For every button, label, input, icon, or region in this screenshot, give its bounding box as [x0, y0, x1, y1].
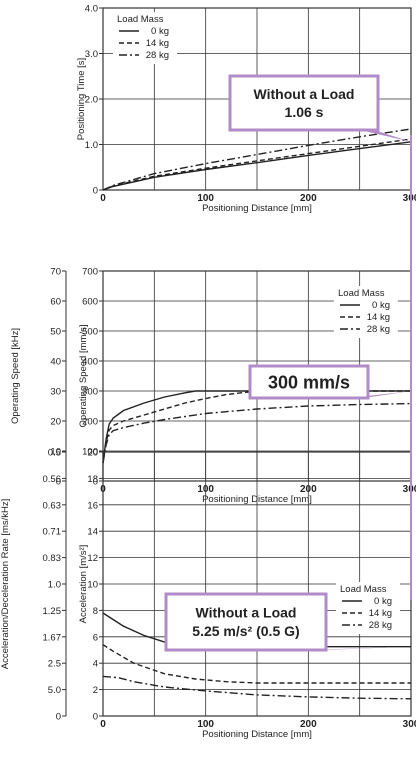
series-line-28-kg	[102, 128, 412, 191]
y2-tick-label: 50	[50, 327, 61, 338]
legend-title: Load Mass	[340, 584, 387, 595]
legend-title: Load Mass	[338, 288, 385, 299]
callout-box	[228, 74, 380, 132]
y2-tick-label: 10	[50, 447, 61, 458]
y2-tick-label: 0	[56, 712, 61, 723]
x-tick-label: 100	[197, 193, 214, 204]
legend-entry-label: 28 kg	[146, 50, 169, 61]
y-tick-label: 300	[82, 387, 98, 398]
y-axis-label: Acceleration [m/s²]	[78, 545, 89, 624]
y-axis-label: Operating Speed [mm/s]	[78, 325, 89, 428]
callout: Without a Load 1.06 s	[228, 74, 411, 142]
legend-entry-label: 0 kg	[372, 300, 390, 311]
callout-pointer	[360, 130, 411, 142]
y-tick-label: 2	[93, 685, 98, 696]
y2-tick-label: 60	[50, 297, 61, 308]
callout-text: Without a Load	[196, 605, 297, 621]
callout-text: 5.25 m/s² (0.5 G)	[192, 623, 299, 639]
y-tick-label: 12	[87, 553, 98, 564]
legend-entry-label: 14 kg	[146, 38, 169, 49]
callout-text: Without a Load	[254, 86, 355, 102]
x-tick-label: 200	[300, 719, 317, 730]
y-tick-label: 8	[93, 606, 98, 617]
y2-tick-label: 0.5	[48, 448, 61, 459]
y-tick-label: 3.0	[85, 49, 98, 60]
legend-title: Load Mass	[117, 14, 164, 25]
y2-tick-label: 0.71	[43, 527, 62, 538]
callout-box	[164, 592, 328, 652]
y-tick-label: 6	[93, 632, 98, 643]
y2-axis-label: Operating Speed [kHz]	[10, 328, 21, 424]
legend-entry-label: 0 kg	[374, 596, 392, 607]
series-line-14-kg	[102, 644, 411, 684]
y2-tick-label: 0.56	[43, 474, 62, 485]
callout-box	[248, 364, 370, 400]
y2-tick-label: 0	[56, 477, 61, 488]
y-tick-label: 0	[93, 712, 98, 723]
chart-3: 0100200300Positioning Distance [mm]02468…	[0, 448, 416, 741]
series-line-28-kg	[102, 402, 412, 464]
y-tick-label: 0	[93, 186, 98, 197]
y-tick-label: 18	[87, 474, 98, 485]
series-line-14-kg	[102, 138, 412, 191]
y-tick-label: 200	[82, 417, 98, 428]
y2-tick-label: 1.0	[48, 580, 61, 591]
x-axis-label: Positioning Distance [mm]	[202, 203, 312, 214]
x-tick-label: 0	[100, 719, 106, 730]
y-tick-label: 1.0	[85, 140, 98, 151]
series-line-28-kg	[102, 675, 412, 700]
callout: Without a Load 5.25 m/s² (0.5 G)	[164, 592, 411, 652]
legend-entry-label: 0 kg	[151, 26, 169, 37]
x-tick-label: 100	[197, 719, 214, 730]
y-tick-label: 400	[82, 357, 98, 368]
y2-tick-label: 0.63	[43, 500, 62, 511]
y-tick-label: 100	[82, 447, 98, 458]
y2-tick-label: 1.67	[43, 632, 62, 643]
legend-entry-label: 14 kg	[369, 608, 392, 619]
y-tick-label: 4	[93, 659, 98, 670]
y-tick-label: 10	[87, 580, 98, 591]
callout-text: 1.06 s	[285, 104, 324, 120]
y2-tick-label: 20	[50, 417, 61, 428]
y-tick-label: 20	[87, 448, 98, 459]
callout: 300 mm/s	[248, 364, 411, 400]
chart-2: 0100200300Positioning Distance [mm]01002…	[10, 267, 416, 506]
y2-tick-label: 70	[50, 267, 61, 278]
legend-entry-label: 28 kg	[367, 324, 390, 335]
x-tick-label: 200	[300, 193, 317, 204]
x-tick-label: 300	[403, 193, 416, 204]
legend-entry-label: 14 kg	[367, 312, 390, 323]
y-axis-label: Positioning Time [s]	[76, 58, 87, 140]
y-tick-label: 14	[87, 527, 98, 538]
y2-tick-label: 30	[50, 387, 61, 398]
y-tick-label: 4.0	[85, 4, 98, 15]
x-axis-label: Positioning Distance [mm]	[202, 729, 312, 740]
callout-text: 300 mm/s	[268, 372, 350, 392]
y2-tick-label: 5.0	[48, 685, 61, 696]
y2-axis-label: Acceleration/Deceleration Rate [ms/kHz]	[0, 499, 11, 670]
y2-tick-label: 40	[50, 357, 61, 368]
y2-tick-label: 1.25	[43, 606, 62, 617]
y-tick-label: 600	[82, 297, 98, 308]
y-tick-label: 700	[82, 267, 98, 278]
y2-tick-label: 0.83	[43, 553, 62, 564]
y-tick-label: 500	[82, 327, 98, 338]
x-tick-label: 0	[100, 193, 106, 204]
chart-1: 0 100 200 300 Positioning Distance [mm] 0 1.0 2…	[76, 4, 416, 215]
x-tick-label: 300	[403, 719, 416, 730]
y-tick-label: 16	[87, 500, 98, 511]
y2-tick-label: 2.5	[48, 659, 61, 670]
y-tick-label: 0	[93, 477, 98, 488]
x-tick-label: 300	[403, 484, 416, 495]
callout-pointer	[308, 646, 411, 650]
legend-entry-label: 28 kg	[369, 620, 392, 631]
y-tick-label: 2.0	[85, 95, 98, 106]
